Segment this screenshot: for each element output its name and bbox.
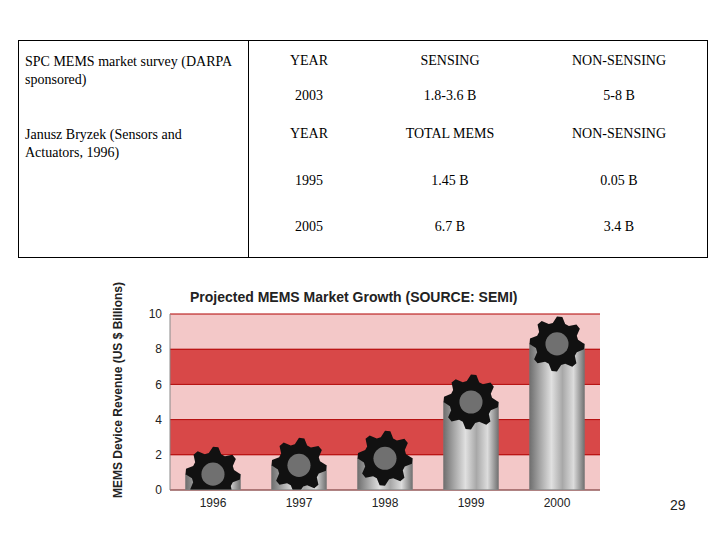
svg-text:0: 0 (155, 483, 162, 497)
html-text:NON-SENSING: NON-SENSING (571, 126, 667, 141)
svg-text:1998: 1998 (372, 496, 399, 510)
svg-text:4: 4 (155, 413, 162, 427)
html-text:6.7 B: 6.7 B (434, 219, 466, 234)
html-text:29: 29 (670, 497, 686, 513)
svg-text:1996: 1996 (200, 496, 227, 510)
html-text:3.4 B: 3.4 B (603, 219, 635, 234)
html-text:1995: 1995 (295, 173, 323, 188)
svg-text:2000: 2000 (544, 496, 571, 510)
html-text:SPC MEMS market survey (DARPA: SPC MEMS market survey (DARPA sponsored) (25, 54, 232, 87)
html-text:TOTAL MEMS: TOTAL MEMS (405, 126, 495, 141)
html-text:5-8 B: 5-8 B (603, 88, 635, 103)
html-text:Projected MEMS Market Growth (: Projected MEMS Market Growth (SOURCE: SE… (190, 289, 518, 305)
html-text:2005: 2005 (295, 219, 323, 234)
html-text:YEAR: YEAR (289, 126, 329, 141)
html-text:Janusz Bryzek (Sensors and Act: Janusz Bryzek (Sensors and Actuators, 19… (25, 127, 182, 160)
html-text:1.45 B: 1.45 B (431, 173, 469, 188)
svg-text:1999: 1999 (458, 496, 485, 510)
svg-text:8: 8 (155, 342, 162, 356)
svg-text:2: 2 (155, 448, 162, 462)
html-text:MEMS Device Revenue (US $ Bill: MEMS Device Revenue (US $ Billions) (111, 282, 125, 498)
svg-text:1997: 1997 (286, 496, 313, 510)
svg-text:10: 10 (149, 307, 163, 321)
html-text:0.05 B: 0.05 B (600, 173, 638, 188)
html-text:2003: 2003 (295, 88, 323, 103)
html-text:YEAR: YEAR (289, 53, 329, 68)
html-text:SENSING: SENSING (420, 53, 480, 68)
svg-text:6: 6 (155, 378, 162, 392)
html-text:NON-SENSING: NON-SENSING (571, 53, 667, 68)
html-text:1.8-3.6 B: 1.8-3.6 B (423, 88, 477, 103)
